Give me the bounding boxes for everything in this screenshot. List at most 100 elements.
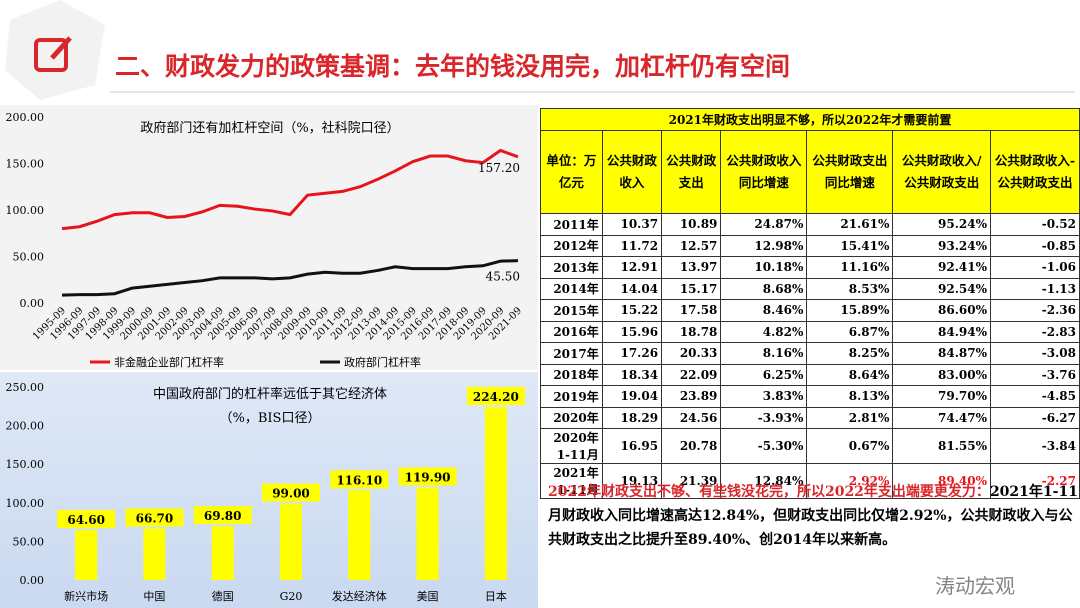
data-label: 45.50 bbox=[486, 270, 520, 284]
cell: 8.25% bbox=[806, 342, 894, 365]
cell: 2018年 bbox=[540, 363, 603, 386]
y-tick-label: 50.00 bbox=[13, 251, 45, 264]
cell: 2019年 bbox=[540, 385, 603, 408]
x-tick-label: 中国 bbox=[143, 590, 165, 603]
cell: 公共财政支出同比增速 bbox=[806, 130, 894, 214]
bar bbox=[75, 530, 98, 580]
table-row: 2017年 17.26 20.33 8.16% 8.25% 84.87% -3.08 bbox=[540, 342, 1080, 365]
cell: -6.27 bbox=[990, 406, 1080, 429]
icon-bg bbox=[5, 0, 105, 100]
table-row: 2012年 11.72 12.57 12.98% 15.41% 93.24% -0.85 bbox=[540, 234, 1080, 257]
cell: 19.04 bbox=[601, 385, 663, 408]
data-label: 119.90 bbox=[405, 470, 451, 484]
data-label: 99.00 bbox=[272, 487, 310, 501]
data-label-bg bbox=[398, 467, 457, 486]
cell: 83.00% bbox=[892, 363, 992, 386]
cell: 2012年 bbox=[540, 234, 603, 257]
cell: 10.37 bbox=[601, 213, 663, 236]
note-body: 2021年1-11月财政收入同比增速高达12.84%，但财政支出同比仅增2.92… bbox=[548, 484, 1078, 548]
data-label: 69.80 bbox=[204, 509, 242, 523]
cell: 公共财政收入同比增速 bbox=[720, 130, 808, 214]
cell: 16.95 bbox=[601, 428, 663, 464]
cell: 2021年财政支出明显不够，所以2022年才需要前置 bbox=[540, 108, 1080, 131]
cell: 12.57 bbox=[661, 234, 722, 257]
cell: 2.92% bbox=[806, 463, 894, 499]
cell: 8.53% bbox=[806, 277, 894, 300]
cell: 23.89 bbox=[661, 385, 722, 408]
bar bbox=[484, 406, 507, 580]
table-row: 2020年1-11月 16.95 20.78 -5.30% 0.67% 81.55% -3.… bbox=[540, 428, 1080, 464]
cell: 10.18% bbox=[720, 256, 808, 279]
y-tick-label: 200.00 bbox=[6, 111, 45, 124]
x-tick-label: 新兴市场 bbox=[64, 589, 108, 603]
cell: 21.61% bbox=[806, 213, 894, 236]
cell: -2.36 bbox=[990, 299, 1080, 322]
cell: -3.93% bbox=[720, 406, 808, 429]
table-header: 单位：万亿元 公共财政收入 公共财政支出 公共财政收入同比增速 公共财政支出同比增速 公共… bbox=[540, 130, 1080, 214]
cell: 2014年 bbox=[540, 277, 603, 300]
cell: 19.13 bbox=[601, 463, 663, 499]
cell: 18.29 bbox=[601, 406, 663, 429]
cell: 公共财政收入/公共财政支出 bbox=[892, 130, 992, 214]
cell: 92.41% bbox=[892, 256, 992, 279]
cell: -5.30% bbox=[720, 428, 808, 464]
cell: 12.84% bbox=[720, 463, 808, 499]
table-row: 2013年 12.91 13.97 10.18% 11.16% 92.41% -1.06 bbox=[540, 256, 1080, 279]
y-tick-label: 150.00 bbox=[6, 458, 45, 471]
cell: 2015年 bbox=[540, 299, 603, 322]
cell: 18.34 bbox=[601, 363, 663, 386]
cell: 81.55% bbox=[892, 428, 992, 464]
cell: 2013年 bbox=[540, 256, 603, 279]
bar-chart: 0.00 50.00 100.00 150.00 200.00 250.00 中国政府部门的… bbox=[0, 372, 538, 608]
x-tick-label: 发达经济体 bbox=[332, 589, 387, 603]
cell: 11.72 bbox=[601, 234, 663, 257]
table-title: 2021年财政支出明显不够，所以2022年才需要前置 bbox=[540, 108, 1080, 131]
table-row: 2020年 18.29 24.56 -3.93% 2.81% 74.47% -6.27 bbox=[540, 406, 1080, 429]
cell: 12.91 bbox=[601, 256, 663, 279]
cell: 10.89 bbox=[661, 213, 722, 236]
cell: 17.58 bbox=[661, 299, 722, 322]
cell: -4.85 bbox=[990, 385, 1080, 408]
cell: 92.54% bbox=[892, 277, 992, 300]
table-row: 2021年1-11月 19.13 21.39 12.84% 2.92% 89.40% -2.… bbox=[540, 463, 1080, 499]
chart-subtitle: （%，BIS口径） bbox=[220, 411, 321, 426]
cell: 15.17 bbox=[661, 277, 722, 300]
bar bbox=[143, 528, 166, 580]
bar bbox=[211, 526, 234, 580]
cell: 单位：万亿元 bbox=[540, 130, 603, 214]
data-label: 116.10 bbox=[336, 473, 382, 487]
table-row: 2019年 19.04 23.89 3.83% 8.13% 79.70% -4.85 bbox=[540, 385, 1080, 408]
cell: 2021年1-11月 bbox=[540, 463, 603, 499]
data-label: 157.20 bbox=[478, 161, 520, 175]
cell: -1.06 bbox=[990, 256, 1080, 279]
legend-label: 政府部门杠杆率 bbox=[344, 355, 421, 369]
bar bbox=[348, 490, 371, 580]
cell: -0.52 bbox=[990, 213, 1080, 236]
bar bbox=[280, 503, 302, 580]
cell: 15.22 bbox=[601, 299, 663, 322]
note-lead: 2022年财政支出不够、有些钱没花完，所以2022年支出端要更发力： bbox=[548, 484, 990, 500]
line bbox=[61, 259, 519, 297]
cell: 2011年 bbox=[540, 213, 603, 236]
cell: 24.56 bbox=[661, 406, 722, 429]
cell: -3.84 bbox=[990, 428, 1080, 464]
cell: 79.70% bbox=[892, 385, 992, 408]
cell: 22.09 bbox=[661, 363, 722, 386]
y-tick-label: 50.00 bbox=[13, 535, 45, 548]
table-row: 2018年 18.34 22.09 6.25% 8.64% 83.00% -3.76 bbox=[540, 363, 1080, 386]
page-title: 二、财政发力的政策基调：去年的钱没用完，加杠杆仍有空间 bbox=[115, 52, 790, 81]
cell: 0.67% bbox=[806, 428, 894, 464]
cell: 8.16% bbox=[720, 342, 808, 365]
cell: 8.13% bbox=[806, 385, 894, 408]
y-tick-label: 100.00 bbox=[6, 204, 45, 217]
x-tick-label: 德国 bbox=[212, 589, 234, 603]
cell: 公共财政收入 bbox=[601, 130, 663, 214]
cell: 93.24% bbox=[892, 234, 992, 257]
cell: 2020年 bbox=[540, 406, 603, 429]
cell: 4.82% bbox=[720, 320, 808, 343]
icon bbox=[34, 38, 68, 72]
cell: 2020年1-11月 bbox=[540, 428, 603, 464]
header: 二、财政发力的政策基调：去年的钱没用完，加杠杆仍有空间 bbox=[5, 0, 1075, 100]
y-tick-label: 150.00 bbox=[6, 158, 45, 171]
y-tick-label: 0.00 bbox=[20, 574, 45, 587]
